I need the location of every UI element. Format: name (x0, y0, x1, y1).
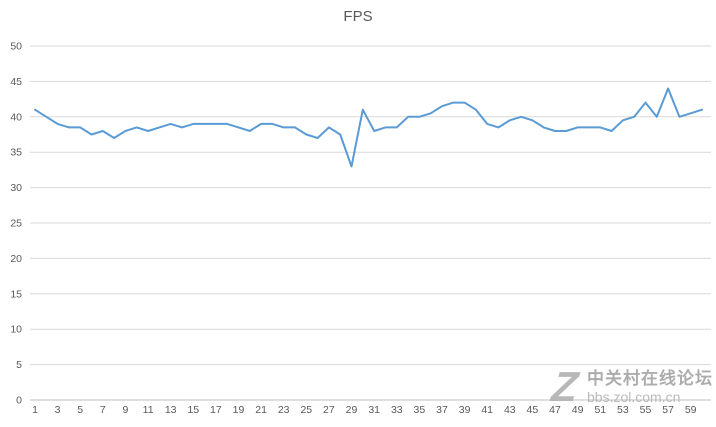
zol-logo-icon: Z (549, 363, 581, 411)
watermark-url: bbs.zol.com.cn (587, 388, 681, 405)
y-tick-label: 30 (10, 182, 22, 194)
x-tick-label: 57 (662, 404, 674, 416)
x-tick-label: 27 (323, 404, 335, 416)
x-tick-label: 37 (436, 404, 448, 416)
x-tick-label: 49 (572, 404, 584, 416)
x-tick-label: 7 (100, 404, 106, 416)
y-tick-label: 5 (16, 359, 22, 371)
x-tick-label: 19 (233, 404, 245, 416)
x-tick-label: 43 (504, 404, 516, 416)
x-tick-label: 53 (617, 404, 629, 416)
x-tick-label: 55 (640, 404, 652, 416)
x-tick-label: 39 (459, 404, 471, 416)
x-tick-label: 1 (32, 404, 38, 416)
y-tick-label: 10 (10, 324, 22, 336)
x-tick-label: 21 (255, 404, 267, 416)
x-tick-label: 51 (594, 404, 606, 416)
x-tick-label: 59 (685, 404, 697, 416)
x-tick-label: 33 (391, 404, 403, 416)
x-tick-label: 17 (210, 404, 222, 416)
x-tick-label: 13 (165, 404, 177, 416)
x-tick-label: 3 (55, 404, 61, 416)
x-tick-label: 35 (414, 404, 426, 416)
y-tick-label: 20 (10, 253, 22, 265)
x-tick-label: 15 (187, 404, 199, 416)
x-tick-label: 29 (346, 404, 358, 416)
x-tick-label: 23 (278, 404, 290, 416)
x-tick-label: 11 (143, 404, 154, 416)
x-tick-label: 5 (77, 404, 83, 416)
x-tick-label: 31 (368, 404, 380, 416)
x-tick-label: 9 (122, 404, 128, 416)
x-tick-label: 41 (481, 404, 493, 416)
watermark-forum-name: 中关村在线论坛 (587, 368, 713, 388)
zol-watermark: Z 中关村在线论坛 bbs.zol.com.cn (549, 363, 713, 411)
watermark-text: 中关村在线论坛 bbs.zol.com.cn (587, 368, 713, 407)
fps-series-line (34, 87, 703, 168)
y-tick-label: 15 (10, 288, 22, 300)
y-tick-label: 45 (10, 76, 22, 88)
y-tick-label: 0 (16, 395, 22, 407)
x-tick-label: 47 (549, 404, 561, 416)
x-tick-label: 25 (300, 404, 312, 416)
chart-title: FPS (343, 8, 373, 25)
x-tick-label: 45 (527, 404, 539, 416)
y-tick-label: 50 (10, 41, 22, 53)
y-tick-label: 35 (10, 147, 22, 159)
y-tick-label: 40 (10, 111, 22, 123)
y-tick-label: 25 (10, 218, 22, 230)
